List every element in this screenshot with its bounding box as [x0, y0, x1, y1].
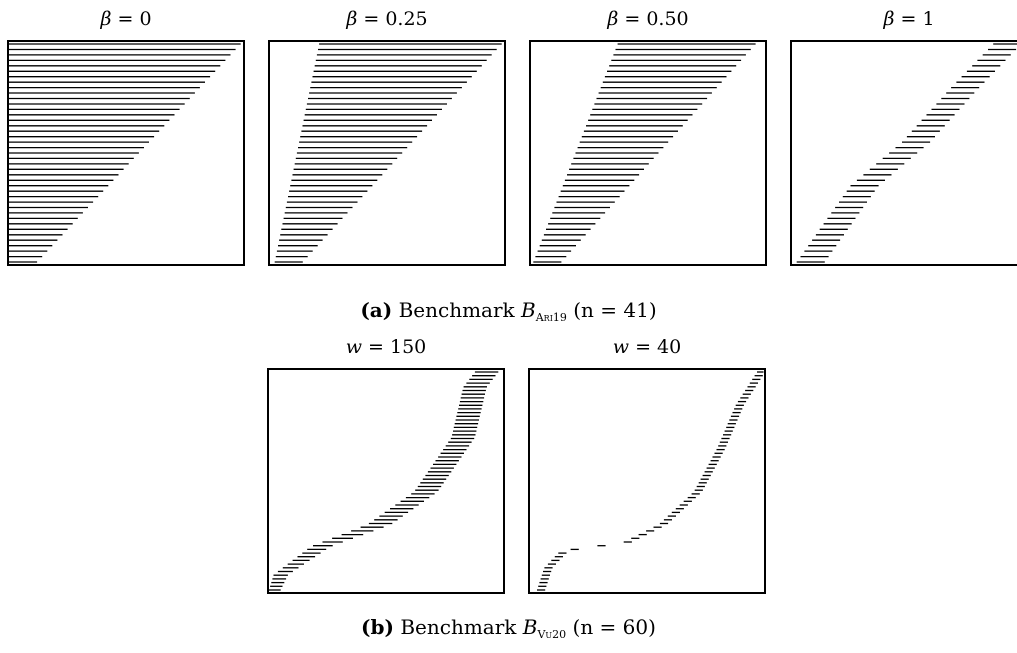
panel-title-beta-050: β = 0.50	[607, 8, 689, 30]
panel-title-w-40: w = 40	[612, 336, 682, 358]
panel-5	[528, 368, 766, 594]
panel-0	[7, 40, 245, 266]
caption-a: (a) Benchmark BAri19 (n = 41)	[360, 298, 657, 324]
panel-2	[529, 40, 767, 266]
panel-title-beta-0: β = 0	[100, 8, 152, 30]
panel-frame	[528, 368, 766, 594]
panel-frame	[529, 40, 767, 266]
panel-1	[268, 40, 506, 266]
panel-frame	[268, 40, 506, 266]
caption-b: (b) Benchmark BVu20 (n = 60)	[361, 615, 656, 641]
panel-frame	[7, 40, 245, 266]
panel-frame	[267, 368, 505, 594]
panel-title-beta-1: β = 1	[883, 8, 935, 30]
panel-title-beta-025: β = 0.25	[346, 8, 428, 30]
panel-4	[267, 368, 505, 594]
panel-title-w-150: w = 150	[345, 336, 427, 358]
panel-3	[790, 40, 1017, 266]
panel-frame	[790, 40, 1017, 266]
